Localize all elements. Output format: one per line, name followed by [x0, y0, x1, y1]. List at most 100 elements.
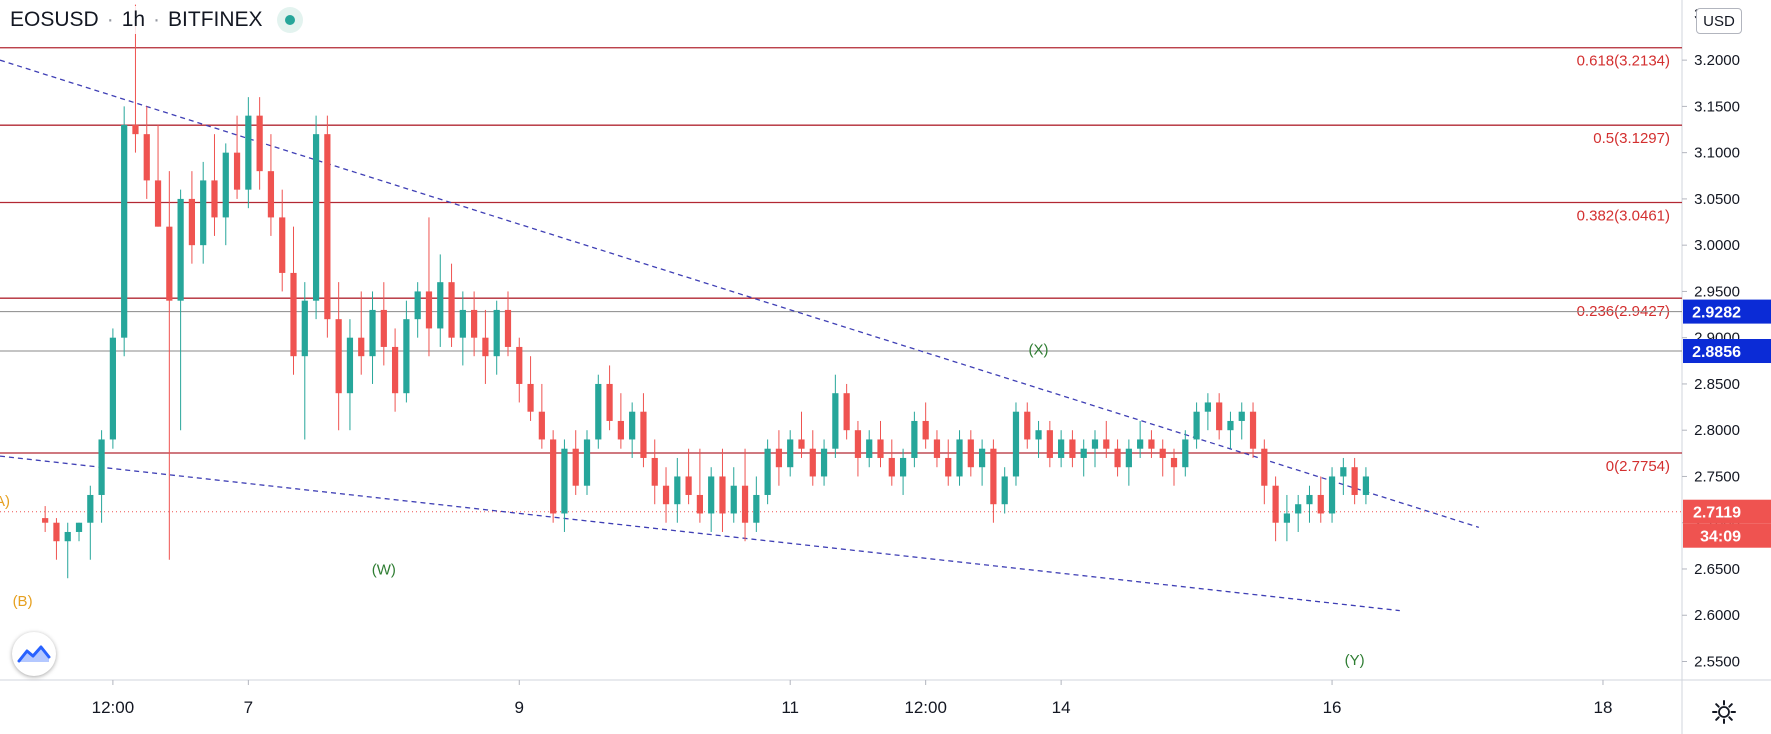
- candle-body: [1035, 430, 1042, 440]
- price-tick-label: 2.6500: [1694, 561, 1740, 578]
- candle-body: [1182, 439, 1189, 468]
- trend-line: [0, 455, 1400, 612]
- candle-body: [177, 198, 184, 301]
- candle-body: [324, 134, 331, 320]
- wave-label: (W): [372, 562, 396, 579]
- candle-body: [64, 531, 71, 542]
- candle-body: [425, 291, 433, 329]
- fib-level-label: 0(2.7754): [1606, 458, 1670, 475]
- candle-body: [391, 346, 399, 394]
- candle-body: [1170, 457, 1178, 468]
- candle-body: [132, 124, 139, 135]
- candle-body: [301, 300, 308, 357]
- candle-body: [741, 485, 749, 523]
- symbol-header[interactable]: EOSUSD · 1h · BITFINEX: [10, 6, 309, 34]
- interval-label[interactable]: 1h: [121, 8, 146, 31]
- exchange-label: BITFINEX: [168, 8, 263, 31]
- candle-body: [753, 494, 760, 523]
- current-price-label-box: [1683, 499, 1771, 524]
- header-separator: ·: [153, 8, 161, 31]
- candle-body: [527, 383, 534, 412]
- candle-body: [1328, 476, 1336, 514]
- candle-body: [1261, 448, 1268, 486]
- candle-body: [809, 448, 816, 477]
- trend-line: [0, 59, 1480, 528]
- candle-body: [888, 457, 895, 477]
- candle-body: [572, 448, 579, 486]
- price-unit-button[interactable]: USD: [1696, 8, 1742, 34]
- fib-level-label: 0.5(3.1297): [1593, 130, 1670, 147]
- candle-body: [166, 226, 173, 301]
- countdown-label: 34:09: [1700, 529, 1741, 546]
- candle-body: [764, 448, 771, 495]
- candle-body: [1249, 411, 1257, 449]
- candle-body: [1125, 448, 1132, 468]
- candle-body: [561, 448, 568, 514]
- price-tick-label: 3.0000: [1694, 237, 1740, 254]
- candle-body: [651, 457, 658, 486]
- candle-body: [617, 420, 624, 440]
- candle-body: [222, 152, 229, 218]
- header-separator: ·: [106, 8, 114, 31]
- symbol-name[interactable]: EOSUSD: [10, 8, 99, 31]
- candle-body: [200, 180, 207, 246]
- price-tick-label: 3.1500: [1694, 98, 1740, 115]
- candle-body: [1193, 411, 1200, 440]
- candle-body: [629, 411, 636, 440]
- candle-body: [121, 124, 128, 338]
- candle-body: [1080, 448, 1087, 458]
- candle-body: [154, 180, 162, 227]
- candle-body: [109, 337, 116, 440]
- candle-body: [922, 420, 929, 440]
- candle-body: [1046, 430, 1053, 458]
- market-status-indicator[interactable]: [276, 7, 303, 33]
- price-tick-label: 2.6000: [1694, 607, 1740, 624]
- time-tick-label: 12:00: [904, 698, 947, 717]
- candle-body: [233, 152, 241, 190]
- candle-body: [1295, 504, 1302, 514]
- candle-body: [787, 439, 794, 468]
- tradingview-logo-icon: [17, 645, 51, 663]
- candle-body: [1012, 411, 1020, 477]
- price-label-text: 2.9282: [1692, 305, 1741, 322]
- candle-body: [606, 383, 613, 421]
- candle-body: [899, 457, 907, 477]
- candle-body: [674, 476, 681, 505]
- candle-body: [1069, 439, 1076, 458]
- candle-body: [143, 134, 150, 181]
- time-tick-label: 11: [781, 698, 799, 717]
- current-price-label: 2.7119: [1693, 505, 1741, 522]
- time-tick-label: 9: [515, 698, 524, 717]
- candle-body: [1024, 411, 1031, 440]
- candle-body: [87, 494, 94, 523]
- wave-label: (X): [1029, 341, 1049, 358]
- candle-body: [979, 448, 986, 468]
- candle-body: [1204, 402, 1211, 412]
- candle-body: [820, 448, 828, 477]
- price-tick-label: 3.1000: [1694, 145, 1740, 162]
- candle-body: [1103, 439, 1110, 449]
- candle-body: [312, 134, 320, 301]
- candle-body: [730, 485, 737, 514]
- candle-body: [437, 282, 444, 329]
- fib-level-label: 0.618(3.2134): [1577, 53, 1670, 70]
- candle-body: [245, 115, 252, 190]
- candle-body: [854, 430, 862, 458]
- candle-body: [1306, 494, 1313, 505]
- candle-body: [1159, 448, 1166, 458]
- candle-body: [1001, 476, 1008, 505]
- candle-body: [583, 439, 591, 486]
- candle-body: [933, 439, 941, 458]
- candle-body: [256, 115, 263, 172]
- candle-body: [1148, 439, 1155, 449]
- candle-body: [798, 439, 805, 449]
- candle-body: [42, 518, 49, 523]
- candle-body: [662, 485, 670, 505]
- candle-body: [459, 309, 466, 338]
- chart-settings-button[interactable]: [1710, 698, 1738, 726]
- tradingview-logo-button[interactable]: [12, 632, 56, 676]
- candle-body: [471, 309, 478, 338]
- candle-body: [640, 411, 647, 458]
- candle-body: [538, 411, 545, 440]
